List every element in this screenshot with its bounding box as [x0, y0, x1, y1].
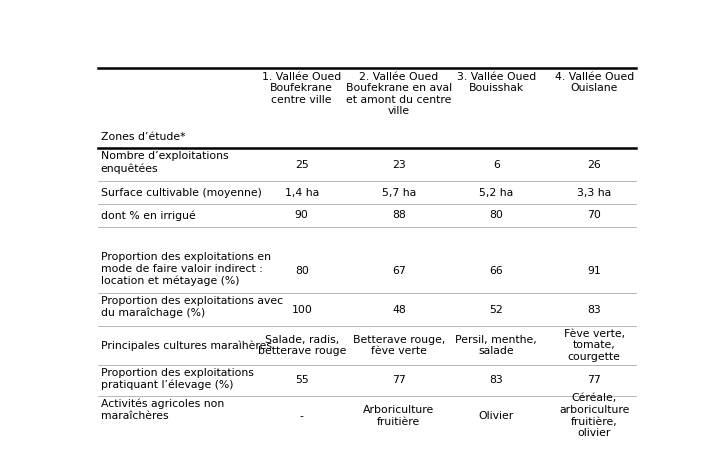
- Text: 4. Vallée Oued
Ouislane: 4. Vallée Oued Ouislane: [555, 72, 634, 93]
- Text: Fève verte,
tomate,
courgette: Fève verte, tomate, courgette: [563, 329, 625, 362]
- Text: 77: 77: [392, 375, 406, 385]
- Text: Persil, menthe,
salade: Persil, menthe, salade: [455, 334, 537, 356]
- Text: Proportion des exploitations
pratiquant l’élevage (%): Proportion des exploitations pratiquant …: [100, 368, 253, 390]
- Text: 3. Vallée Oued
Bouisshak: 3. Vallée Oued Bouisshak: [457, 72, 536, 93]
- Text: 2. Vallée Oued
Boufekrane en aval
et amont du centre
ville: 2. Vallée Oued Boufekrane en aval et amo…: [346, 72, 452, 116]
- Text: 70: 70: [587, 210, 601, 220]
- Text: 66: 66: [489, 266, 503, 276]
- Text: Betterave rouge,
fève verte: Betterave rouge, fève verte: [353, 334, 445, 356]
- Text: 23: 23: [392, 160, 406, 170]
- Text: Zones d’étude*: Zones d’étude*: [100, 132, 185, 142]
- Text: Activités agricoles non
maraîchères: Activités agricoles non maraîchères: [100, 399, 224, 421]
- Text: dont % en irrigué: dont % en irrigué: [100, 210, 195, 220]
- Text: 52: 52: [489, 305, 503, 315]
- Text: 25: 25: [295, 160, 309, 170]
- Text: Principales cultures maraìhères: Principales cultures maraìhères: [100, 340, 271, 351]
- Text: 100: 100: [291, 305, 312, 315]
- Text: 26: 26: [587, 160, 601, 170]
- Text: 83: 83: [489, 375, 503, 385]
- Text: Proportion des exploitations en
mode de faire valoir indirect :
location et méta: Proportion des exploitations en mode de …: [100, 252, 271, 286]
- Text: 3,3 ha: 3,3 ha: [577, 188, 611, 198]
- Text: Salade, radis,
betterave rouge: Salade, radis, betterave rouge: [258, 334, 346, 356]
- Text: Surface cultivable (moyenne): Surface cultivable (moyenne): [100, 188, 261, 198]
- Text: 55: 55: [295, 375, 309, 385]
- Text: 91: 91: [587, 266, 601, 276]
- Text: 48: 48: [392, 305, 406, 315]
- Text: Proportion des exploitations avec
du maraîchage (%): Proportion des exploitations avec du mar…: [100, 296, 283, 318]
- Text: Céréale,
arboriculture
fruitière,
olivier: Céréale, arboriculture fruitière, olivie…: [559, 393, 629, 438]
- Text: Nombre d’exploitations
enquêtées: Nombre d’exploitations enquêtées: [100, 152, 228, 173]
- Text: 90: 90: [295, 210, 309, 220]
- Text: 1. Vallée Oued
Boufekrane
centre ville: 1. Vallée Oued Boufekrane centre ville: [262, 72, 342, 105]
- Text: 6: 6: [493, 160, 500, 170]
- Text: 80: 80: [295, 266, 309, 276]
- Text: -: -: [300, 411, 304, 421]
- Text: Arboriculture
fruitière: Arboriculture fruitière: [363, 405, 435, 427]
- Text: 1,4 ha: 1,4 ha: [285, 188, 319, 198]
- Text: 67: 67: [392, 266, 406, 276]
- Text: 88: 88: [392, 210, 406, 220]
- Text: Olivier: Olivier: [478, 411, 514, 421]
- Text: 80: 80: [489, 210, 503, 220]
- Text: 77: 77: [587, 375, 601, 385]
- Text: 83: 83: [587, 305, 601, 315]
- Text: 5,7 ha: 5,7 ha: [382, 188, 416, 198]
- Text: 5,2 ha: 5,2 ha: [479, 188, 513, 198]
